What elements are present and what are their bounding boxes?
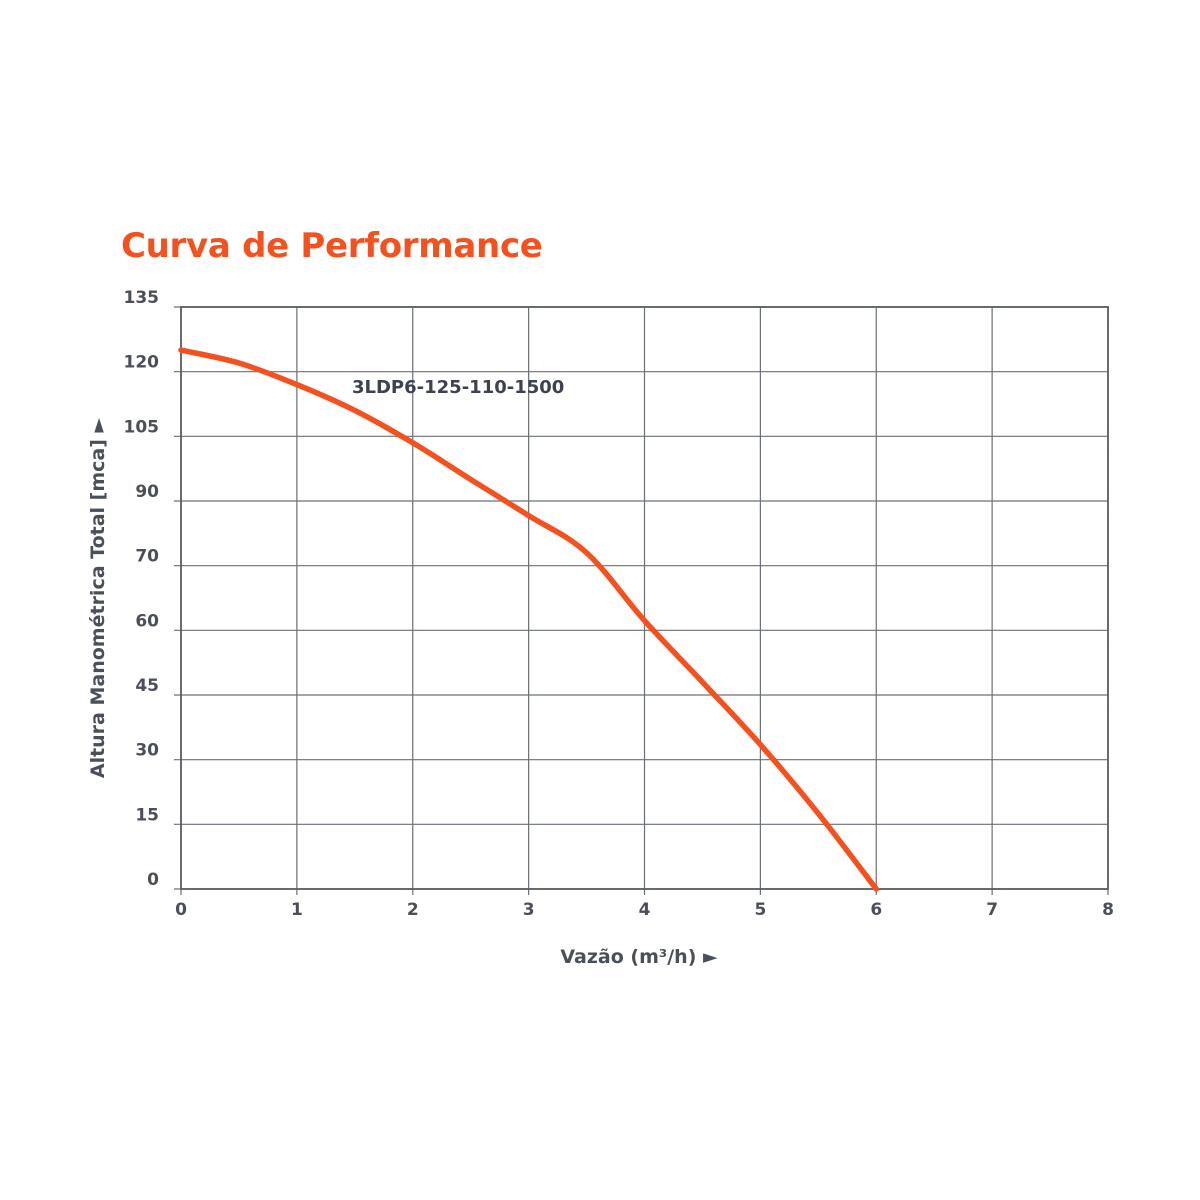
y-tick-label: 15 bbox=[135, 805, 159, 825]
chart-title: Curva de Performance bbox=[121, 226, 543, 266]
x-tick-label: 4 bbox=[639, 900, 651, 920]
x-tick-label: 1 bbox=[291, 900, 303, 920]
y-tick-label: 120 bbox=[124, 353, 160, 373]
y-tick-label: 60 bbox=[135, 611, 159, 631]
series-line bbox=[178, 347, 879, 892]
x-axis-ticks: 0 1 2 3 4 5 6 7 8 bbox=[175, 900, 1114, 920]
y-tick-label: 90 bbox=[135, 482, 159, 502]
grid bbox=[174, 306, 1109, 895]
x-tick-label: 6 bbox=[870, 900, 882, 920]
series-label: 3LDP6-125-110-1500 bbox=[352, 377, 564, 398]
x-tick-label: 3 bbox=[523, 900, 535, 920]
x-tick-label: 5 bbox=[754, 900, 766, 920]
y-tick-label: 0 bbox=[147, 870, 159, 890]
y-axis-ticks: 0 15 30 45 60 70 90 105 120 135 bbox=[124, 288, 160, 890]
x-tick-label: 0 bbox=[175, 900, 187, 920]
series-layer bbox=[178, 347, 879, 892]
x-tick-label: 7 bbox=[986, 900, 998, 920]
y-tick-label: 135 bbox=[124, 288, 160, 308]
y-tick-label: 30 bbox=[135, 741, 159, 761]
plot-frame bbox=[180, 306, 1109, 890]
y-axis-label: Altura Manométrica Total [mca] ► bbox=[87, 417, 109, 778]
y-tick-label: 45 bbox=[135, 676, 159, 696]
x-tick-label: 8 bbox=[1102, 900, 1114, 920]
y-tick-label: 105 bbox=[124, 417, 160, 437]
x-axis-label: Vazão (m³/h) ► bbox=[560, 946, 718, 968]
y-tick-label: 70 bbox=[135, 547, 159, 567]
x-tick-label: 2 bbox=[407, 900, 419, 920]
